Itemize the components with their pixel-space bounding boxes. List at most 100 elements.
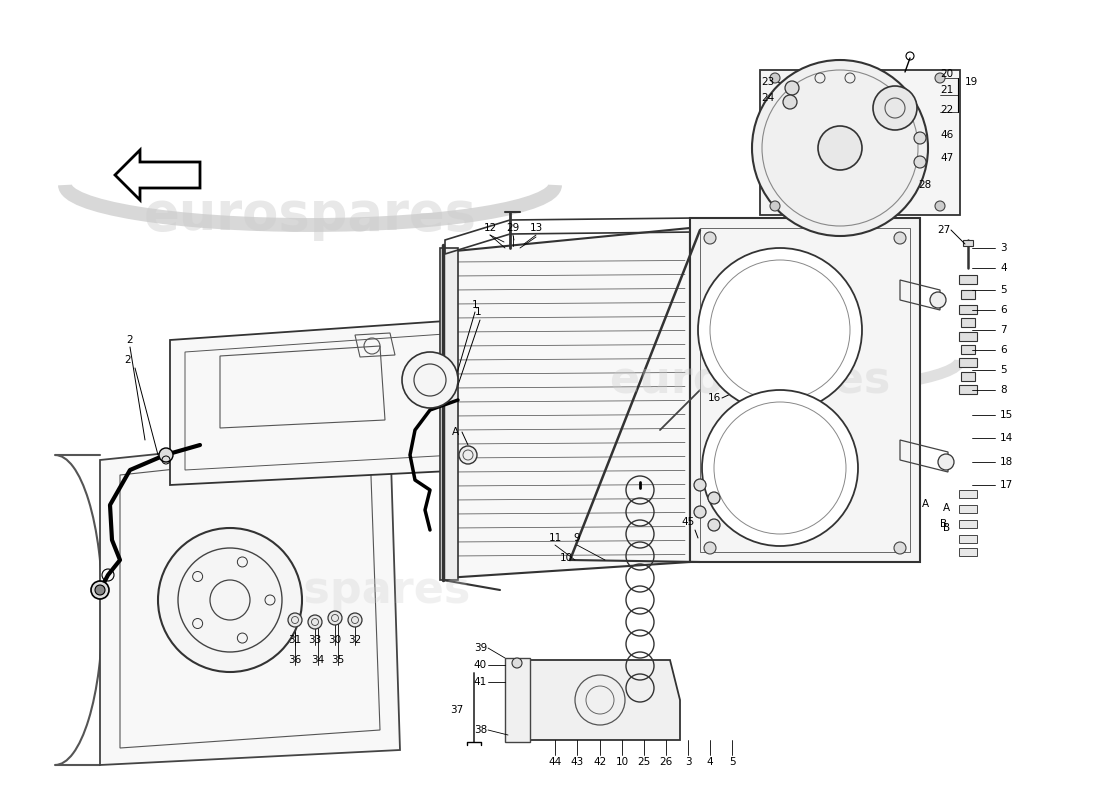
Text: 11: 11 xyxy=(549,533,562,543)
Text: 26: 26 xyxy=(659,757,672,767)
Text: 46: 46 xyxy=(940,130,954,140)
Circle shape xyxy=(914,132,926,144)
Circle shape xyxy=(459,446,477,464)
Text: 6: 6 xyxy=(1000,345,1006,355)
Text: 4: 4 xyxy=(1000,263,1006,273)
Polygon shape xyxy=(100,430,400,765)
Bar xyxy=(959,332,977,341)
Text: B: B xyxy=(466,453,474,463)
Text: 38: 38 xyxy=(474,725,487,735)
Circle shape xyxy=(935,201,945,211)
Text: 45: 45 xyxy=(682,517,695,527)
Text: 44: 44 xyxy=(549,757,562,767)
Polygon shape xyxy=(170,320,470,485)
Bar xyxy=(959,275,977,284)
Text: 3: 3 xyxy=(684,757,691,767)
Bar xyxy=(959,385,977,394)
Circle shape xyxy=(938,454,954,470)
Text: 1: 1 xyxy=(475,307,482,317)
Circle shape xyxy=(288,613,302,627)
Text: 5: 5 xyxy=(1000,365,1006,375)
Text: 10: 10 xyxy=(615,757,628,767)
Circle shape xyxy=(704,232,716,244)
Circle shape xyxy=(512,658,522,668)
Text: eurospares: eurospares xyxy=(189,569,471,611)
Text: 41: 41 xyxy=(474,677,487,687)
Text: A: A xyxy=(922,499,930,509)
Text: A: A xyxy=(451,427,459,437)
Polygon shape xyxy=(840,162,852,223)
Text: 5: 5 xyxy=(1000,285,1006,295)
Polygon shape xyxy=(520,660,680,740)
Circle shape xyxy=(158,528,302,672)
Circle shape xyxy=(704,542,716,554)
Text: 3: 3 xyxy=(1000,243,1006,253)
Polygon shape xyxy=(690,218,920,562)
Text: 47: 47 xyxy=(940,153,954,163)
Text: eurospares: eurospares xyxy=(143,189,476,241)
Circle shape xyxy=(770,201,780,211)
Circle shape xyxy=(873,86,917,130)
Circle shape xyxy=(91,581,109,599)
Circle shape xyxy=(160,448,173,462)
Text: 28: 28 xyxy=(918,180,932,190)
Polygon shape xyxy=(505,658,530,742)
Text: 1: 1 xyxy=(472,300,478,310)
Bar xyxy=(959,490,977,498)
Bar xyxy=(959,505,977,513)
Text: 8: 8 xyxy=(1000,385,1006,395)
Circle shape xyxy=(894,542,906,554)
Text: 15: 15 xyxy=(1000,410,1013,420)
Text: 23: 23 xyxy=(761,77,774,87)
Text: 18: 18 xyxy=(1000,457,1013,467)
Text: 7: 7 xyxy=(1000,325,1006,335)
Text: 13: 13 xyxy=(529,223,542,233)
Polygon shape xyxy=(116,150,200,200)
Text: 10: 10 xyxy=(560,553,573,563)
Text: 2: 2 xyxy=(124,355,131,365)
Text: 33: 33 xyxy=(308,635,321,645)
Bar xyxy=(961,372,975,381)
Circle shape xyxy=(914,156,926,168)
Polygon shape xyxy=(779,95,823,145)
Circle shape xyxy=(402,352,458,408)
Polygon shape xyxy=(764,148,825,161)
Text: eurospares: eurospares xyxy=(609,358,891,402)
Circle shape xyxy=(348,613,362,627)
Text: 2: 2 xyxy=(126,335,133,345)
Polygon shape xyxy=(843,86,893,131)
Circle shape xyxy=(702,390,858,546)
Circle shape xyxy=(770,73,780,83)
Polygon shape xyxy=(827,73,839,134)
Bar xyxy=(961,345,975,354)
Text: 14: 14 xyxy=(1000,433,1013,443)
Text: 19: 19 xyxy=(965,77,978,87)
Text: A: A xyxy=(943,503,950,513)
Text: 31: 31 xyxy=(288,635,301,645)
Text: 21: 21 xyxy=(940,85,954,95)
Polygon shape xyxy=(440,248,458,580)
Text: 20: 20 xyxy=(940,69,953,79)
Circle shape xyxy=(752,60,928,236)
Text: 12: 12 xyxy=(483,223,496,233)
Circle shape xyxy=(95,585,104,595)
Circle shape xyxy=(818,126,862,170)
Text: 27: 27 xyxy=(937,225,950,235)
Text: 17: 17 xyxy=(1000,480,1013,490)
Circle shape xyxy=(930,292,946,308)
Circle shape xyxy=(308,615,322,629)
Bar xyxy=(959,535,977,543)
Bar xyxy=(959,548,977,556)
Text: 6: 6 xyxy=(1000,305,1006,315)
Bar xyxy=(962,240,974,246)
Polygon shape xyxy=(788,165,837,210)
Text: B: B xyxy=(943,523,950,533)
Polygon shape xyxy=(446,228,690,578)
Circle shape xyxy=(894,232,906,244)
Text: 29: 29 xyxy=(506,223,519,233)
Circle shape xyxy=(935,73,945,83)
Circle shape xyxy=(694,479,706,491)
Text: 25: 25 xyxy=(637,757,650,767)
Circle shape xyxy=(785,81,799,95)
Circle shape xyxy=(708,492,720,504)
